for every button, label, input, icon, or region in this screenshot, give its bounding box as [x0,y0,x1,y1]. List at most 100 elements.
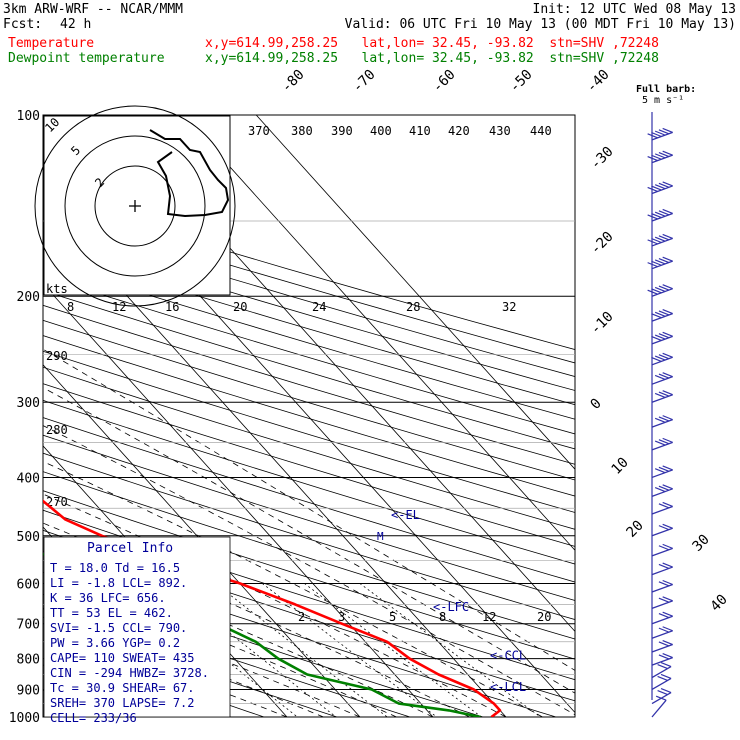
wind-barb-shaft [651,677,672,691]
wind-barb-flag [654,259,666,265]
wind-barb [651,352,673,366]
wind-speed-tick-label: 28 [406,300,420,314]
wind-barb-flag [662,611,673,617]
wind-barb [651,596,673,609]
pressure-tick-label: 400 [17,471,40,486]
wind-barb-flag [654,236,666,242]
parcel-info-panel [43,536,231,718]
theta-tick-label: 410 [409,124,431,138]
wind-barb-shaft [651,666,672,679]
wind-barb-shaft [651,699,667,718]
parcel-info-row: TT = 53 EL = 462. [50,606,173,620]
wind-barb [651,543,673,557]
wind-speed-tick-label: 12 [112,300,126,314]
wind-speed-tick-label: 16 [165,300,179,314]
wind-barb-shaft [651,615,673,625]
wind-barb-flag [658,354,670,360]
wind-barb-flag [658,235,670,241]
wind-barb [647,284,673,297]
wind-speed-unit-label: kts [46,282,68,296]
wind-barb-flag [647,239,658,245]
wind-barb-flag [658,613,670,619]
parcel-info-row: LI = -1.8 LCL= 892. [50,576,187,590]
hodograph-ring [64,135,206,277]
wind-speed-tick-label: 8 [67,300,74,314]
wind-barb-flag [658,257,670,264]
wind-barb [651,653,673,666]
wind-barb-flag [654,184,666,190]
wind-barb-flag [662,596,673,602]
hodograph-center-marker [129,200,141,212]
temperature-legend-label: Temperature [8,36,95,51]
mixing-ratio-line [304,583,482,717]
theta-tick-label: 380 [291,124,313,138]
wind-barb [651,673,672,691]
isobars [43,114,575,718]
wind-barb-shaft [651,335,673,345]
dewpoint-profile-line [43,552,481,717]
hodograph-ring [94,165,176,247]
wind-barb-shaft [651,185,673,195]
wind-barb-flag [647,289,658,295]
wind-barb [647,127,673,141]
pressure-tick-label: 1000 [9,711,40,726]
parcel-level-ccl: <-CCL [490,648,526,662]
pressure-tick-label: 900 [17,683,40,698]
wind-barb-flag [654,211,666,217]
wind-barb-flag [647,262,658,268]
wind-barb-flag [654,355,666,361]
barb-legend-line2: 5 m s⁻¹ [642,95,684,106]
wind-speed-scale: kts 8 12 16 20 24 28 32 [46,282,516,314]
wind-barb-shaft [651,376,673,385]
parcel-level-lcl: <-LCL [490,680,526,694]
wind-barb-flag [658,466,670,472]
wind-barb-shaft [651,237,673,247]
wind-barb-flag [658,641,670,647]
forecast-hour: 42 h [60,17,92,32]
wind-barb-shaft [651,547,673,557]
wind-barb-flag [662,150,673,156]
wind-barb-flag [647,214,658,220]
wind-barb [651,579,673,593]
mixing-ratio-label: 3 [338,610,345,624]
wind-barb-flag [662,415,673,421]
wind-barb [647,233,673,247]
wind-barb-flag [658,485,670,491]
wind-barb-flag [662,653,673,659]
parcel-info-title: Parcel Info [87,541,173,556]
wind-barb-flag [662,309,673,315]
wind-barb-shaft [651,131,673,141]
wind-barb-flag [658,525,670,531]
wind-barb-flag [651,260,662,266]
wind-barb [651,437,673,451]
wind-barb-flag [658,654,670,660]
parcel-annotations: <-EL <-LFC <-CCL <-LCL M [377,508,526,694]
wind-barb-shaft [651,600,673,609]
parcel-level-el: <-EL [391,508,420,522]
parcel-level-lfc: <-LFC [433,600,469,614]
wind-barb-flag [662,626,673,632]
temperature-legend-info: x,y=614.99,258.25 lat,lon= 32.45, -93.82… [205,36,659,51]
hodograph-ring [34,105,236,307]
hodograph-trace [149,129,230,218]
wind-barb-shaft [651,288,673,297]
wind-barb-flag [654,417,666,423]
forecast-label: Fcst: [3,17,43,32]
wind-barb-shaft [651,505,673,515]
wind-barb-flag [658,581,670,587]
wind-barb-shaft [651,656,673,666]
pressure-tick-label: 600 [17,577,40,592]
wind-barb-flag [654,374,666,380]
wind-barb-flag [658,597,670,603]
dewpoint-legend-label: Dewpoint temperature [8,51,165,66]
wind-barb-flag [662,639,673,646]
wind-barb-flag [658,182,670,188]
wind-barb-flag [654,311,666,317]
wind-barb [647,181,673,195]
wind-barb-flag [658,439,670,445]
parcel-info-box: Parcel Info T = 18.0 Td = 16.5LI = -1.8 L… [43,536,231,725]
wind-barb-flag [647,156,658,162]
isotherm-tick-label: -50 [507,67,536,96]
parcel-info-row: PW = 3.66 YGP= 0.2 [50,636,180,650]
wind-barb-flag [662,523,673,529]
